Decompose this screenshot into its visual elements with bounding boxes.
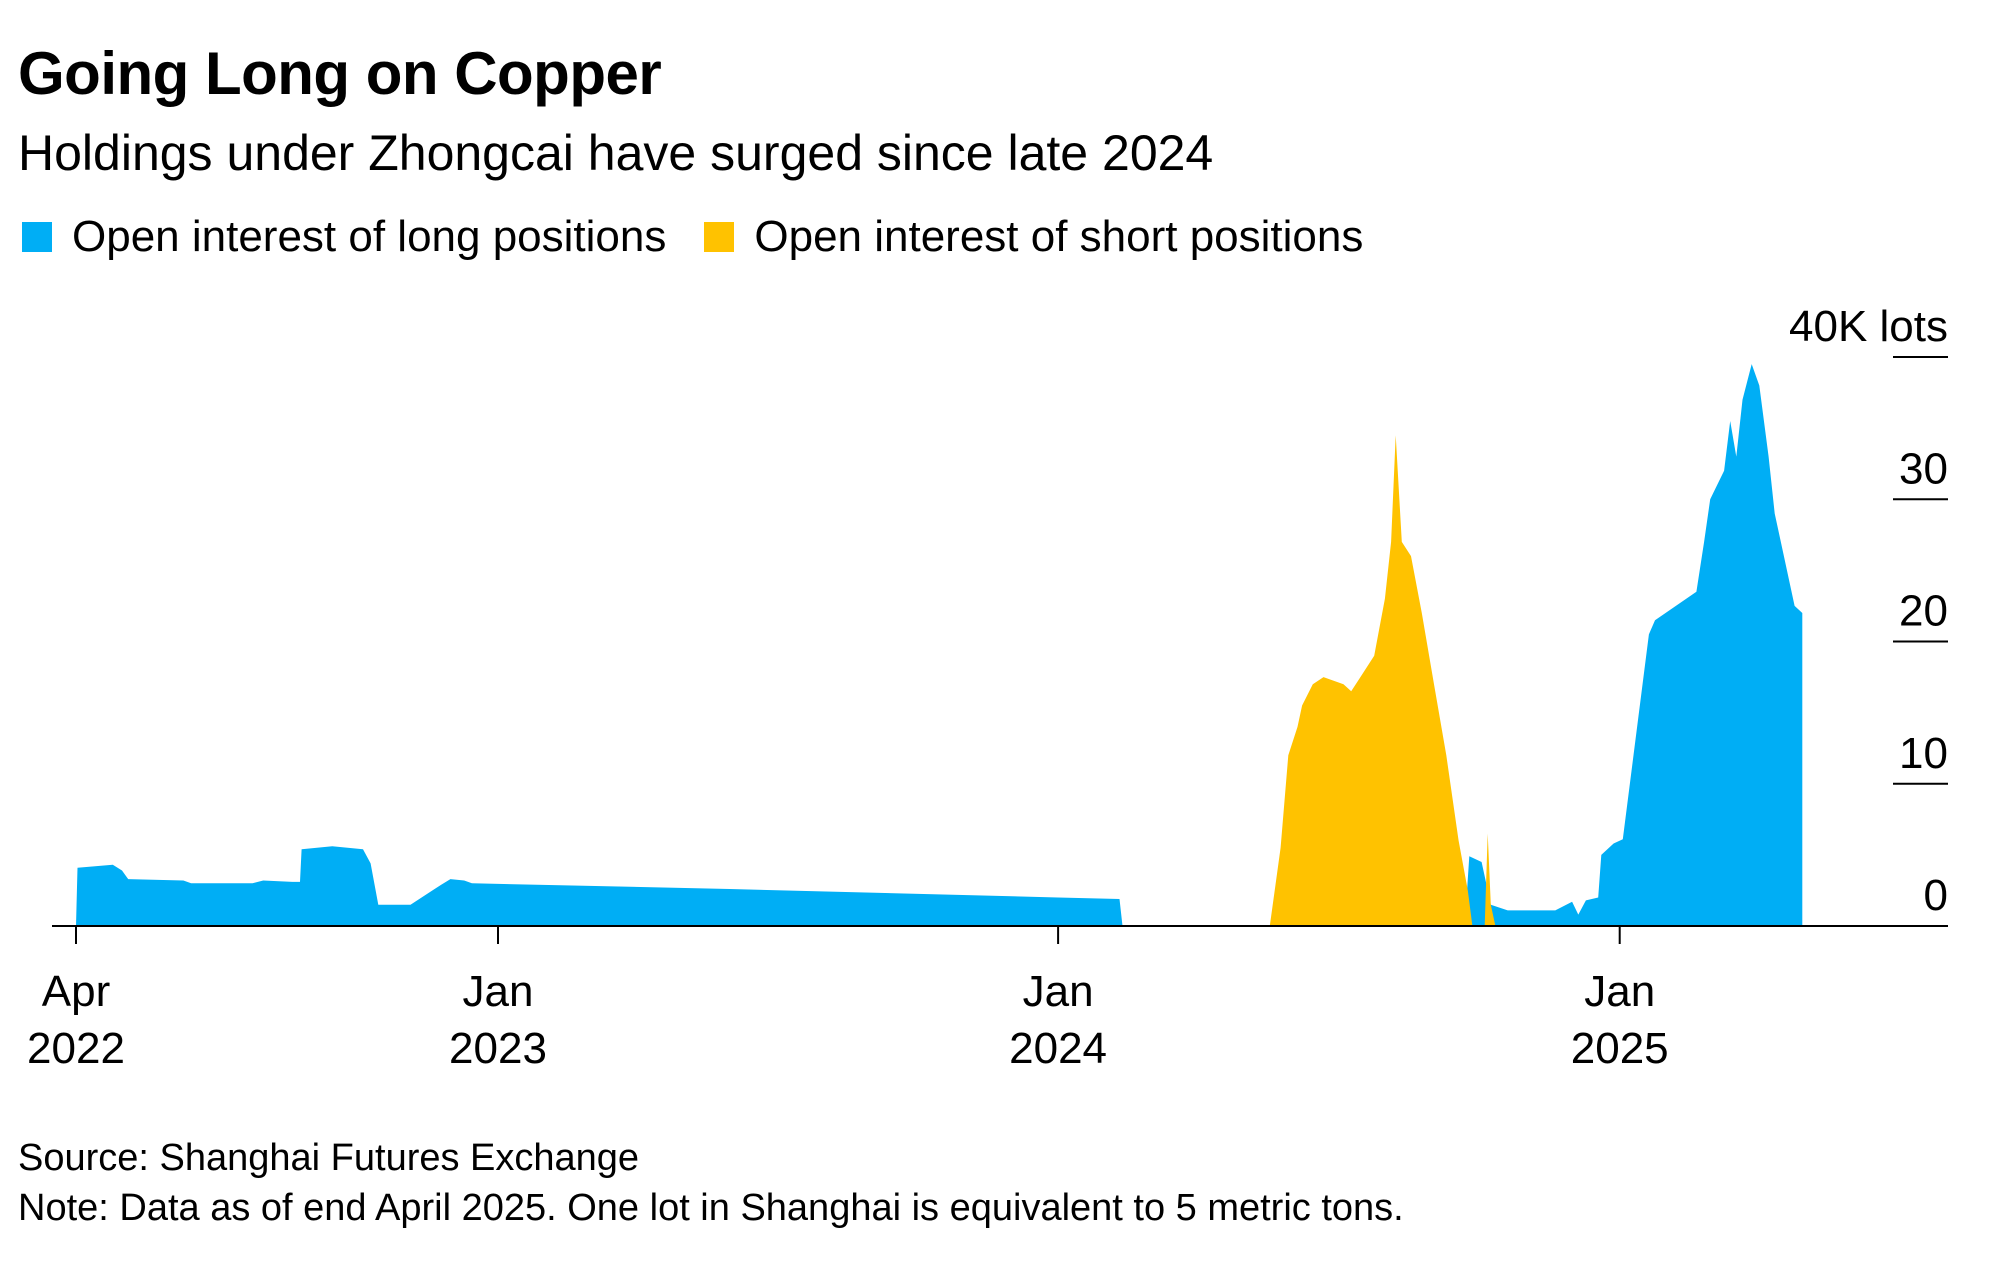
series-area-long <box>76 364 1803 927</box>
y-tick-label: 40K lots <box>1789 302 1948 351</box>
y-tick-label: 20 <box>1899 587 1948 636</box>
footnote: Note: Data as of end April 2025. One lot… <box>18 1187 1404 1229</box>
x-tick-label-year: 2024 <box>1009 1024 1107 1073</box>
x-tick-label-year: 2023 <box>449 1024 547 1073</box>
series-area-short <box>1269 435 1496 926</box>
legend-label-short: Open interest of short positions <box>754 212 1364 261</box>
x-tick-label-month: Apr <box>42 967 110 1016</box>
area-chart: 0 10 20 30 40K lots Apr 2022 Jan 2023 Jan 2024 Jan 2… <box>27 302 1948 1073</box>
legend-item-short: Open interest of short positions <box>704 212 1363 262</box>
legend-label-long: Open interest of long positions <box>72 212 667 261</box>
legend-item-long: Open interest of long positions <box>22 212 666 262</box>
x-tick-label-month: Jan <box>1023 967 1094 1016</box>
y-tick-label: 30 <box>1899 444 1948 493</box>
x-tick-label-month: Jan <box>1584 967 1655 1016</box>
y-tick-label: 10 <box>1899 729 1948 778</box>
x-tick-label-month: Jan <box>463 967 534 1016</box>
legend-swatch-short <box>704 222 735 252</box>
legend: Open interest of long positions Open int… <box>22 204 1401 270</box>
x-tick-label-year: 2025 <box>1571 1024 1669 1073</box>
chart-subtitle: Holdings under Zhongcai have surged sinc… <box>18 125 1214 181</box>
legend-swatch-long <box>22 222 52 252</box>
source-note: Source: Shanghai Futures Exchange <box>18 1137 640 1179</box>
y-tick-label: 0 <box>1924 871 1948 920</box>
x-tick-label-year: 2022 <box>27 1024 125 1073</box>
chart-title: Going Long on Copper <box>18 40 662 107</box>
